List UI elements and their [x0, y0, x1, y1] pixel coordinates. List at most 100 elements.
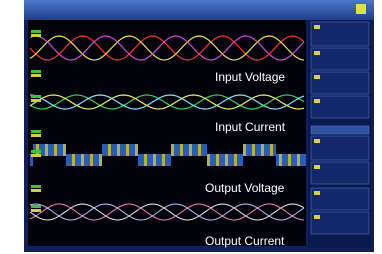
pwm-block [42, 144, 45, 156]
pwm-block [156, 154, 159, 166]
pwm-block [282, 154, 285, 166]
label: Input Current [215, 120, 286, 134]
channel-tag [31, 130, 41, 133]
pwm-block [195, 144, 198, 156]
pwm-block [270, 144, 273, 156]
pwm-block [267, 144, 270, 156]
pwm-block [276, 154, 279, 166]
side-box [311, 126, 369, 134]
side-indicator [314, 75, 320, 79]
pwm-block [291, 154, 294, 166]
status-light [356, 4, 366, 14]
channel-tag [31, 74, 41, 77]
pwm-block [279, 154, 282, 166]
pwm-block [129, 144, 132, 156]
pwm-block [135, 144, 138, 156]
pwm-block [162, 154, 165, 166]
pwm-block [168, 154, 171, 166]
label: Input Voltage [215, 70, 285, 84]
pwm-block [204, 144, 207, 156]
page: Input Voltage Input Current Output Volta… [0, 0, 382, 254]
pwm-block [54, 144, 57, 156]
pwm-block [153, 154, 156, 166]
pwm-block [45, 144, 48, 156]
pwm-block [78, 154, 81, 166]
pwm-block [183, 144, 186, 156]
pwm-block [180, 144, 183, 156]
pwm-block [72, 154, 75, 166]
pwm-block [228, 154, 231, 166]
side-indicator [314, 139, 320, 143]
channel-tag [31, 209, 41, 212]
pwm-block [192, 144, 195, 156]
channel-tag [31, 34, 41, 37]
pwm-block [102, 144, 105, 156]
pwm-block [255, 144, 258, 156]
scope-screen: Input Voltage Input Current Output Volta… [0, 0, 382, 254]
pwm-block [237, 154, 240, 166]
pwm-block [210, 154, 213, 166]
channel-tag [31, 30, 41, 33]
pwm-block [201, 144, 204, 156]
pwm-block [51, 144, 54, 156]
pwm-block [114, 144, 117, 156]
pwm-block [75, 154, 78, 166]
pwm-block [189, 144, 192, 156]
pwm-block [297, 154, 300, 166]
pwm-block [159, 154, 162, 166]
pwm-block [93, 154, 96, 166]
pwm-block [84, 154, 87, 166]
channel-tag [31, 99, 41, 102]
pwm-block [303, 154, 306, 166]
pwm-block [144, 154, 147, 166]
pwm-block [207, 154, 210, 166]
pwm-block [48, 144, 51, 156]
pwm-block [243, 144, 246, 156]
pwm-block [117, 144, 120, 156]
side-indicator [314, 25, 320, 29]
pwm-block [240, 154, 243, 166]
pwm-block [63, 144, 66, 156]
channel-tag [31, 189, 41, 192]
side-indicator [314, 51, 320, 55]
pwm-block [216, 154, 219, 166]
pwm-block [222, 154, 225, 166]
pwm-block [186, 144, 189, 156]
pwm-block [171, 144, 174, 156]
pwm-block [123, 144, 126, 156]
pwm-block [147, 154, 150, 166]
pwm-block [234, 154, 237, 166]
pwm-block [141, 154, 144, 166]
pwm-block [111, 144, 114, 156]
pwm-block [90, 154, 93, 166]
channel-tag [31, 150, 41, 153]
label: Output Current [205, 234, 285, 248]
pwm-block [198, 144, 201, 156]
pwm-block [165, 154, 168, 166]
pwm-block [66, 154, 69, 166]
pwm-block [120, 144, 123, 156]
channel-tag [31, 134, 41, 137]
pwm-block [69, 154, 72, 166]
pwm-block [105, 144, 108, 156]
side-indicator [314, 165, 320, 169]
pwm-block [87, 154, 90, 166]
pwm-block [231, 154, 234, 166]
pwm-block [273, 144, 276, 156]
channel-tag [31, 95, 41, 98]
pwm-block [288, 154, 291, 166]
pwm-block [150, 154, 153, 166]
channel-tag [31, 185, 41, 188]
pwm-block [108, 144, 111, 156]
pwm-block [132, 144, 135, 156]
pwm-block [249, 144, 252, 156]
pwm-block [81, 154, 84, 166]
side-indicator [314, 191, 320, 195]
top-bar [24, 0, 374, 20]
channel-tag [31, 70, 41, 73]
pwm-block [246, 144, 249, 156]
pwm-block [126, 144, 129, 156]
side-indicator [314, 215, 320, 219]
pwm-block [174, 144, 177, 156]
side-indicator [314, 99, 320, 103]
